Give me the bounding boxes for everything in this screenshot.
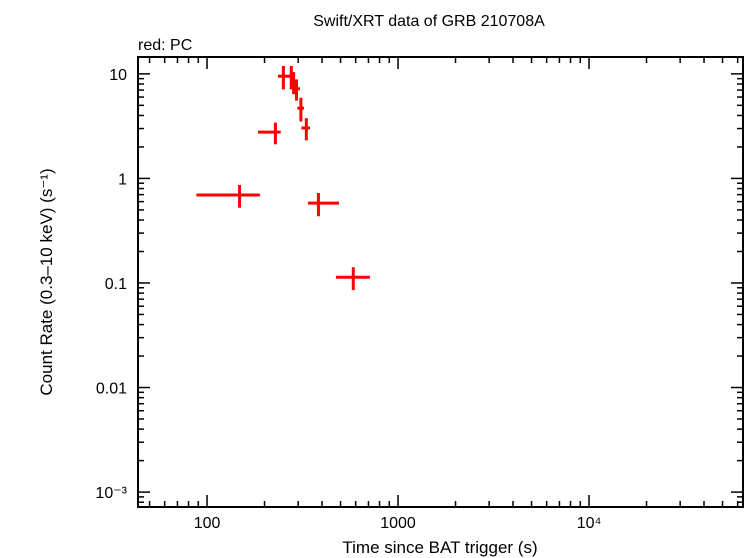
data-point xyxy=(335,267,370,291)
data-point xyxy=(297,97,305,122)
chart-title: Swift/XRT data of GRB 210708A xyxy=(313,13,545,30)
y-tick-label: 10 xyxy=(109,67,127,84)
x-axis-label: Time since BAT trigger (s) xyxy=(342,538,537,557)
y-tick-label: 1 xyxy=(118,171,127,188)
x-tick-label: 100 xyxy=(194,515,221,532)
data-point xyxy=(196,185,260,208)
y-tick-label: 0.1 xyxy=(105,276,127,293)
data-point xyxy=(301,118,311,141)
x-tick-label: 10⁴ xyxy=(577,515,602,532)
y-tick-label: 0.01 xyxy=(96,381,127,398)
x-tick-label: 1000 xyxy=(380,515,416,532)
plot-frame xyxy=(137,56,744,508)
y-axis-label: Count Rate (0.3–10 keV) (s⁻¹) xyxy=(37,168,56,395)
chart-subtitle: red: PC xyxy=(138,37,192,54)
data-point xyxy=(292,72,296,95)
y-tick-label: 10⁻³ xyxy=(95,485,127,502)
data-point xyxy=(292,79,301,101)
data-point xyxy=(258,122,281,145)
data-point xyxy=(308,193,340,217)
